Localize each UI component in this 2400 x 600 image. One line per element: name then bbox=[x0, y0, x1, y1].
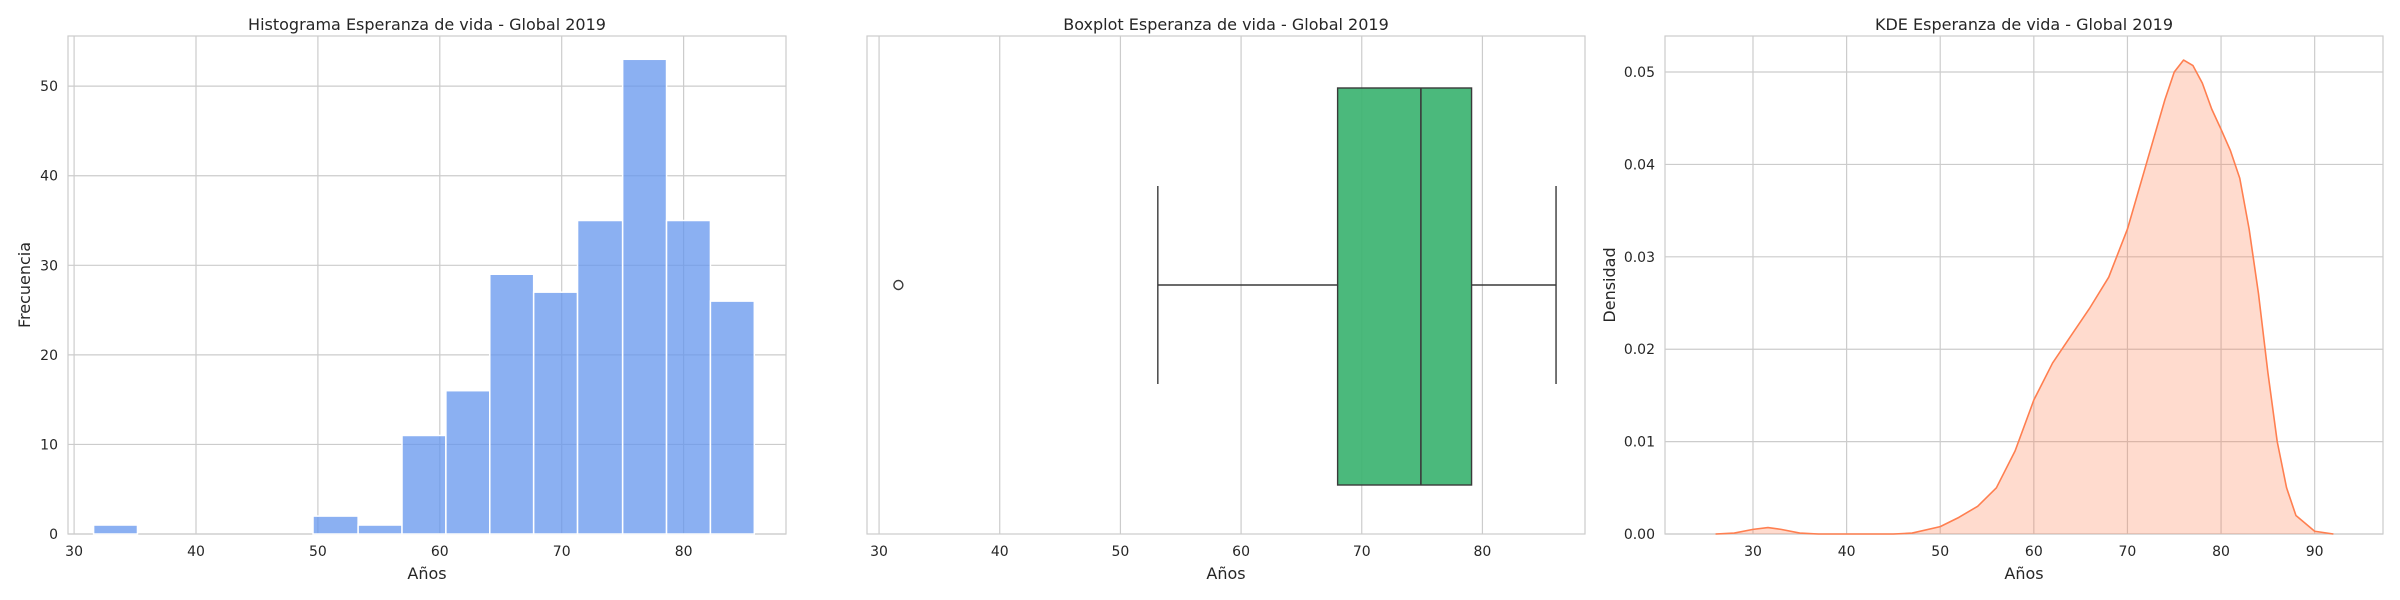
boxplot-panel: 30 40 50 60 70 80 Boxplot Esperanza de vida -… bbox=[866, 15, 1586, 583]
histogram-x-axis-label: Años bbox=[407, 564, 446, 583]
boxplot-x-tick-label: 50 bbox=[1111, 544, 1129, 560]
kde-panel: 30 40 50 60 70 80 90 0.00 0.01 0.02 0.03 0.04 0.05 K… bbox=[1600, 15, 2384, 583]
histogram-bar bbox=[532, 291, 579, 535]
histogram-bar bbox=[357, 524, 403, 535]
histogram-bar bbox=[709, 300, 756, 535]
kde-y-axis-label: Densidad bbox=[1600, 247, 1619, 322]
boxplot-x-tick-label: 70 bbox=[1353, 544, 1371, 560]
histogram-ticks: 30 40 50 60 70 80 0 10 20 30 40 50 bbox=[40, 79, 692, 560]
kde-area-group bbox=[1715, 59, 2334, 535]
histogram-title: Histograma Esperanza de vida - Global 20… bbox=[248, 15, 606, 34]
boxplot-ticks: 30 40 50 60 70 80 bbox=[870, 544, 1491, 560]
histogram-x-tick-label: 30 bbox=[65, 544, 83, 560]
histogram-x-tick-label: 70 bbox=[553, 544, 571, 560]
boxplot-x-axis-label: Años bbox=[1206, 564, 1245, 583]
histogram-y-tick-label: 0 bbox=[49, 527, 58, 543]
boxplot-x-tick-label: 30 bbox=[870, 544, 888, 560]
kde-y-tick-label: 0.00 bbox=[1624, 527, 1655, 543]
kde-y-tick-label: 0.03 bbox=[1624, 250, 1655, 266]
histogram-bars bbox=[92, 58, 756, 535]
histogram-y-tick-label: 10 bbox=[40, 437, 58, 453]
histogram-x-tick-label: 80 bbox=[675, 544, 693, 560]
histogram-x-tick-label: 60 bbox=[431, 544, 449, 560]
histogram-bar bbox=[576, 219, 624, 535]
histogram-y-tick-label: 50 bbox=[40, 79, 58, 95]
histogram-y-tick-label: 20 bbox=[40, 348, 58, 364]
boxplot-title: Boxplot Esperanza de vida - Global 2019 bbox=[1063, 15, 1389, 34]
histogram-bar bbox=[489, 273, 535, 535]
kde-axes-frame bbox=[1664, 35, 2384, 535]
kde-y-tick-label: 0.05 bbox=[1624, 65, 1655, 81]
histogram-bar bbox=[621, 58, 668, 535]
histogram-y-axis-label: Frecuencia bbox=[15, 242, 34, 328]
kde-title: KDE Esperanza de vida - Global 2019 bbox=[1875, 15, 2173, 34]
kde-x-tick-label: 60 bbox=[2025, 544, 2043, 560]
histogram-bar bbox=[401, 434, 447, 535]
histogram-y-tick-label: 40 bbox=[40, 169, 58, 185]
kde-line bbox=[1715, 59, 2334, 535]
kde-x-tick-label: 80 bbox=[2212, 544, 2230, 560]
histogram-bar bbox=[445, 389, 491, 535]
kde-x-axis-label: Años bbox=[2004, 564, 2043, 583]
kde-y-tick-label: 0.04 bbox=[1624, 157, 1655, 173]
kde-x-tick-label: 30 bbox=[1744, 544, 1762, 560]
histogram-bar bbox=[92, 524, 139, 535]
kde-y-tick-label: 0.02 bbox=[1624, 342, 1655, 358]
boxplot-x-tick-label: 60 bbox=[1232, 544, 1250, 560]
kde-ticks: 30 40 50 60 70 80 90 0.00 0.01 0.02 0.03 0.04 0.05 bbox=[1624, 65, 2324, 560]
boxplot-x-tick-label: 80 bbox=[1474, 544, 1492, 560]
kde-fill bbox=[1715, 60, 2334, 535]
kde-grid bbox=[1665, 36, 2383, 535]
histogram-panel: 30 40 50 60 70 80 0 10 20 30 40 50 Histograma Esper… bbox=[15, 15, 787, 583]
kde-x-tick-label: 40 bbox=[1838, 544, 1856, 560]
kde-x-tick-label: 90 bbox=[2306, 544, 2324, 560]
kde-y-tick-label: 0.01 bbox=[1624, 435, 1655, 451]
boxplot-elements bbox=[893, 87, 1557, 486]
boxplot-x-tick-label: 40 bbox=[991, 544, 1009, 560]
histogram-y-tick-label: 30 bbox=[40, 258, 58, 274]
kde-x-tick-label: 70 bbox=[2119, 544, 2137, 560]
histogram-bar bbox=[312, 515, 359, 535]
boxplot-box bbox=[1336, 87, 1473, 486]
histogram-x-tick-label: 50 bbox=[309, 544, 327, 560]
boxplot-outlier bbox=[893, 279, 904, 291]
histogram-x-tick-label: 40 bbox=[187, 544, 205, 560]
histogram-bar bbox=[665, 219, 712, 535]
kde-x-tick-label: 50 bbox=[1931, 544, 1949, 560]
